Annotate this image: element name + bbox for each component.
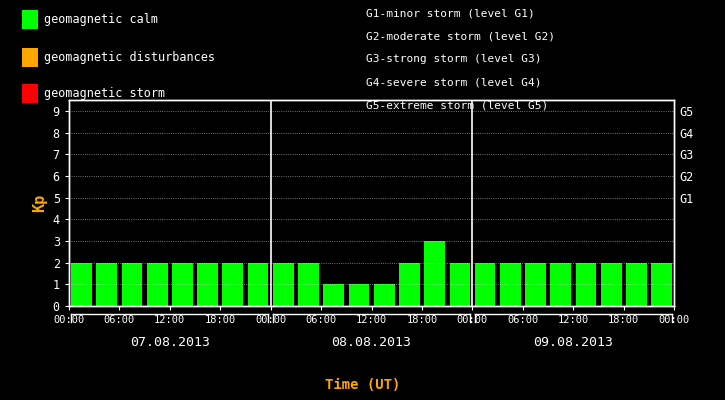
- Bar: [525, 263, 546, 306]
- Text: G1-minor storm (level G1): G1-minor storm (level G1): [366, 8, 535, 18]
- Bar: [349, 284, 369, 306]
- Bar: [576, 263, 596, 306]
- Bar: [248, 263, 268, 306]
- Bar: [172, 263, 193, 306]
- Text: Time (UT): Time (UT): [325, 378, 400, 392]
- Bar: [374, 284, 394, 306]
- Bar: [475, 263, 495, 306]
- Text: 08.08.2013: 08.08.2013: [331, 336, 412, 348]
- Bar: [323, 284, 344, 306]
- Bar: [96, 263, 117, 306]
- Bar: [450, 263, 471, 306]
- Text: G4-severe storm (level G4): G4-severe storm (level G4): [366, 78, 542, 88]
- Text: G3-strong storm (level G3): G3-strong storm (level G3): [366, 54, 542, 64]
- Text: geomagnetic disturbances: geomagnetic disturbances: [44, 51, 215, 64]
- Bar: [147, 263, 167, 306]
- Bar: [197, 263, 218, 306]
- Bar: [626, 263, 647, 306]
- Text: 07.08.2013: 07.08.2013: [130, 336, 210, 348]
- Text: 09.08.2013: 09.08.2013: [534, 336, 613, 348]
- Bar: [71, 263, 92, 306]
- Text: geomagnetic calm: geomagnetic calm: [44, 13, 157, 26]
- Bar: [550, 263, 571, 306]
- Text: geomagnetic storm: geomagnetic storm: [44, 87, 165, 100]
- Bar: [223, 263, 243, 306]
- Bar: [399, 263, 420, 306]
- Y-axis label: Kp: Kp: [32, 194, 47, 212]
- Text: G2-moderate storm (level G2): G2-moderate storm (level G2): [366, 31, 555, 41]
- Bar: [273, 263, 294, 306]
- Bar: [651, 263, 672, 306]
- Bar: [122, 263, 142, 306]
- Bar: [298, 263, 319, 306]
- Text: G5-extreme storm (level G5): G5-extreme storm (level G5): [366, 101, 548, 111]
- Bar: [601, 263, 621, 306]
- Bar: [500, 263, 521, 306]
- Bar: [424, 241, 445, 306]
